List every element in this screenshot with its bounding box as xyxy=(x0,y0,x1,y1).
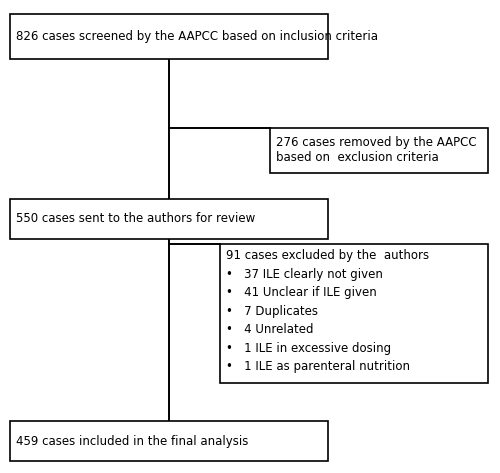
FancyBboxPatch shape xyxy=(270,128,488,173)
FancyBboxPatch shape xyxy=(220,244,487,383)
FancyBboxPatch shape xyxy=(10,199,328,239)
FancyBboxPatch shape xyxy=(10,421,328,461)
Text: 276 cases removed by the AAPCC
based on  exclusion criteria: 276 cases removed by the AAPCC based on … xyxy=(276,136,476,164)
FancyBboxPatch shape xyxy=(10,14,328,59)
Text: 91 cases excluded by the  authors
•   37 ILE clearly not given
•   41 Unclear if: 91 cases excluded by the authors • 37 IL… xyxy=(226,249,429,373)
Text: 550 cases sent to the authors for review: 550 cases sent to the authors for review xyxy=(16,212,256,225)
Text: 826 cases screened by the AAPCC based on inclusion criteria: 826 cases screened by the AAPCC based on… xyxy=(16,30,378,43)
Text: 459 cases included in the final analysis: 459 cases included in the final analysis xyxy=(16,435,248,447)
